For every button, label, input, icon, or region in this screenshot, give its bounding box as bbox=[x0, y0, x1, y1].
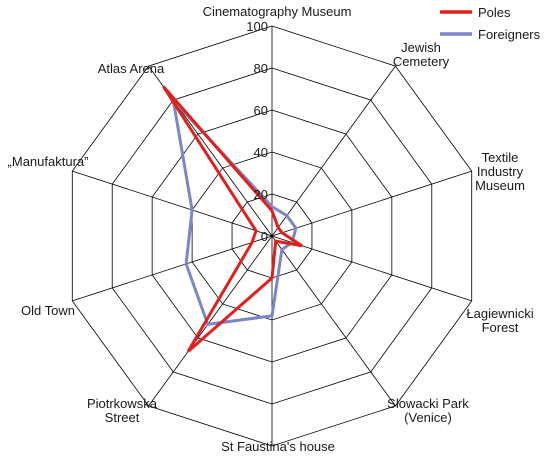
axis-spoke bbox=[271, 235, 396, 407]
axis-spoke bbox=[72, 235, 273, 302]
series-layer bbox=[162, 85, 303, 353]
category-labels: Cinematography Museum Jewish Cemetery Texti… bbox=[8, 4, 534, 454]
category-label: Piotrkowska Street bbox=[87, 396, 158, 425]
series-line-poles bbox=[162, 85, 303, 353]
axis-spoke bbox=[271, 170, 472, 237]
legend-label-poles: Poles bbox=[478, 5, 511, 20]
tick-label: 80 bbox=[254, 61, 268, 76]
category-label: Cinematography Museum bbox=[203, 4, 352, 19]
grid bbox=[71, 25, 473, 447]
series-line-foreigners bbox=[170, 95, 298, 326]
axis-spoke bbox=[271, 65, 396, 237]
category-label: Łagiewnicki Forest bbox=[466, 306, 533, 335]
category-label: Old Town bbox=[21, 303, 75, 318]
category-label: Textile Industry Museum bbox=[475, 150, 525, 193]
category-label: St Faustina's house bbox=[221, 439, 335, 454]
legend: Poles Foreigners bbox=[440, 5, 541, 42]
axis-spoke bbox=[148, 235, 273, 407]
tick-label: 40 bbox=[254, 145, 268, 160]
category-label: Atlas Arena bbox=[98, 61, 165, 76]
tick-labels: 0 20 40 60 80 100 bbox=[246, 19, 268, 244]
category-label: Jewish Cemetery bbox=[393, 40, 450, 69]
legend-label-foreigners: Foreigners bbox=[478, 27, 541, 42]
axis-spoke bbox=[72, 170, 273, 237]
tick-label: 0 bbox=[261, 229, 268, 244]
tick-label: 20 bbox=[254, 187, 268, 202]
category-label: Słowacki Park (Venice) bbox=[387, 396, 469, 425]
category-label: „Manufaktura” bbox=[8, 154, 89, 169]
tick-label: 60 bbox=[254, 103, 268, 118]
axis-spoke bbox=[271, 235, 472, 302]
tick-label: 100 bbox=[246, 19, 268, 34]
